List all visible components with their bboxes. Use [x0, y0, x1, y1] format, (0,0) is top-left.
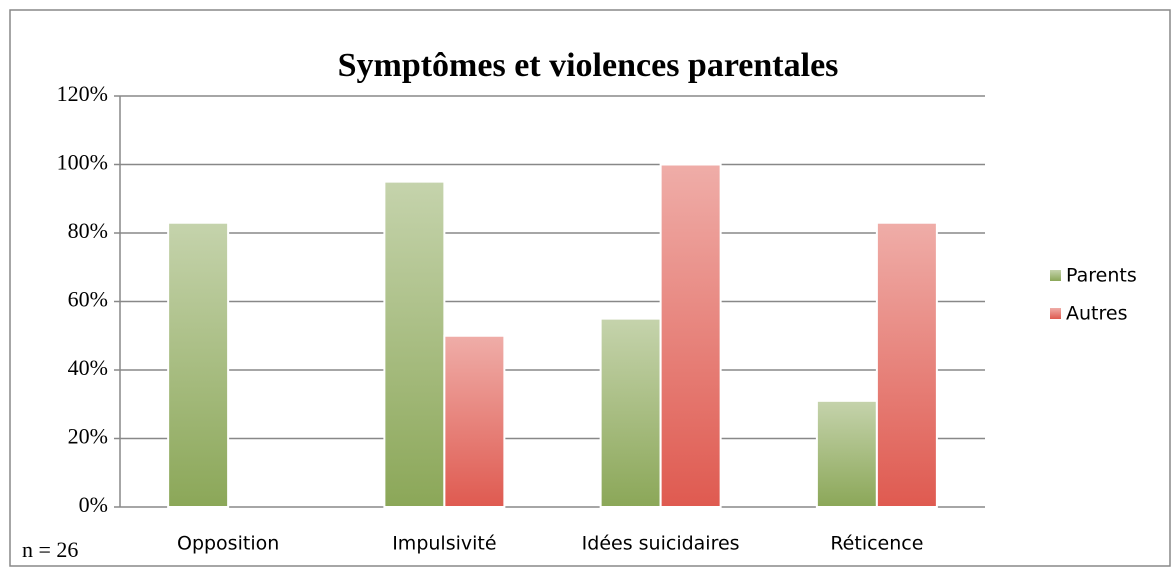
y-tick-label: 80%: [68, 218, 108, 243]
x-tick-label: Idées suicidaires: [582, 533, 740, 555]
y-tick-label: 40%: [68, 355, 108, 380]
bar: [815, 399, 878, 509]
x-tick-label: Réticence: [830, 533, 923, 555]
legend-label: Autres: [1066, 303, 1127, 325]
y-tick-label: 120%: [57, 81, 108, 106]
y-tick-label: 0%: [79, 492, 108, 517]
bar: [875, 221, 938, 508]
bar: [383, 180, 446, 508]
legend-swatch: [1050, 308, 1061, 319]
y-tick-label: 100%: [57, 150, 108, 175]
bar: [659, 163, 722, 508]
bar: [167, 221, 230, 508]
legend-label: Parents: [1066, 265, 1137, 287]
y-tick-label: 20%: [68, 424, 108, 449]
bar: [443, 334, 506, 508]
y-tick-label: 60%: [68, 287, 108, 312]
annotation: n = 26: [22, 537, 78, 562]
bar: [599, 317, 662, 508]
legend-swatch: [1050, 270, 1061, 281]
x-tick-label: Impulsivité: [392, 533, 496, 555]
chart-title: Symptômes et violences parentales: [338, 47, 839, 84]
x-tick-label: Opposition: [177, 533, 279, 555]
